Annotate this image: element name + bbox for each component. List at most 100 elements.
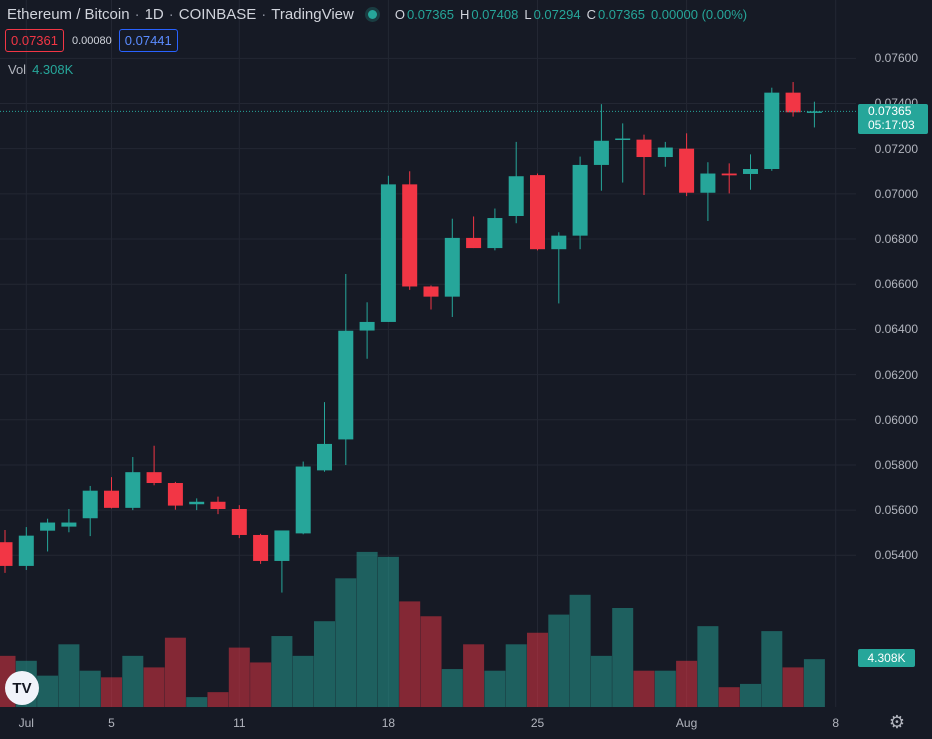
volume-bar: [484, 670, 506, 707]
last-price-label: 0.07365 05:17:03: [858, 104, 928, 135]
volume-bar: [58, 644, 80, 707]
volume-bar: [505, 644, 527, 707]
volume-value: 4.308K: [32, 62, 74, 77]
separator-dot: ·: [168, 5, 174, 23]
candle-body: [317, 443, 332, 471]
gear-icon[interactable]: ⚙: [888, 712, 906, 732]
candle-body: [444, 237, 460, 297]
volume-bar: [740, 683, 761, 707]
interval-label[interactable]: 1D: [144, 5, 164, 23]
candle-body: [380, 184, 396, 322]
ohlc-values: O 0.07365 H 0.07408 L 0.07294 C 0.07365 0.00…: [395, 7, 753, 22]
volume-bar: [143, 667, 165, 707]
candle-body: [679, 148, 695, 193]
volume-bar: [207, 692, 229, 707]
volume-bar: [654, 670, 676, 707]
exchange-label: COINBASE: [178, 5, 257, 23]
spread-value: 0.00080: [72, 34, 112, 47]
price-tick-label: 0.07000: [874, 186, 918, 201]
price-tick-label: 0.06600: [874, 277, 918, 292]
trade-buttons: 0.07361 0.00080 0.07441: [5, 29, 178, 52]
candle-body: [104, 490, 119, 508]
time-tick-label: Jul: [18, 716, 34, 730]
high-value: 0.07408: [471, 6, 519, 22]
candle-body: [167, 483, 183, 506]
change-value: 0.00000 (0.00%): [650, 6, 748, 22]
volume-bar: [37, 675, 59, 707]
candle-body: [189, 501, 205, 505]
pair-name[interactable]: Ethereum / Bitcoin: [7, 5, 130, 23]
sell-button[interactable]: 0.07361: [5, 29, 64, 52]
candle-body: [125, 472, 141, 508]
volume-bar: [761, 631, 783, 707]
volume-bar: [186, 697, 208, 707]
candle-body: [0, 542, 13, 566]
candle-body: [146, 472, 162, 484]
high-label: H: [459, 6, 470, 22]
volume-legend[interactable]: Vol 4.308K: [8, 62, 73, 77]
platform-label: TradingView: [271, 5, 354, 23]
market-status-icon[interactable]: [367, 9, 377, 19]
volume-bar: [569, 594, 591, 707]
candle-body: [18, 535, 34, 566]
candle-body: [764, 92, 780, 170]
volume-bar: [441, 669, 463, 707]
volume-bar: [612, 608, 634, 707]
price-tick-label: 0.06800: [874, 232, 918, 247]
volume-bar: [548, 614, 570, 707]
volume-bar: [356, 551, 378, 707]
volume-bar: [122, 655, 144, 707]
candle-body: [615, 138, 631, 141]
candle-body: [82, 490, 98, 519]
candle-body: [40, 522, 56, 531]
volume-label: Vol: [8, 62, 27, 77]
candle-body: [700, 173, 716, 193]
separator-dot: ·: [261, 5, 267, 23]
candle-body: [274, 530, 290, 561]
volume-bar: [718, 687, 740, 707]
candle-body: [806, 111, 822, 113]
time-tick-label: 8: [832, 716, 840, 730]
volume-badge: 4.308K: [858, 649, 915, 667]
price-tick-label: 0.07200: [874, 141, 918, 156]
tradingview-logo-icon[interactable]: TV: [5, 671, 39, 705]
candle-body: [231, 508, 247, 535]
time-tick-label: 5: [108, 716, 115, 730]
candle-body: [508, 176, 524, 216]
volume-bar: [314, 621, 335, 707]
last-price-value: 0.07365: [868, 104, 912, 119]
close-label: C: [586, 6, 596, 22]
volume-bar: [164, 637, 186, 707]
candle-body: [423, 286, 439, 297]
volume-bar: [676, 660, 698, 707]
low-label: L: [524, 6, 532, 22]
buy-button[interactable]: 0.07441: [118, 29, 178, 52]
volume-bar: [463, 644, 485, 707]
volume-bar: [420, 616, 442, 707]
candle-body: [636, 139, 652, 158]
candle-body: [657, 147, 673, 158]
close-value: 0.07365: [597, 6, 645, 22]
volume-bar: [590, 655, 612, 707]
volume-bar: [633, 670, 655, 707]
candle-body: [61, 522, 77, 527]
candle-body: [721, 173, 737, 176]
price-tick-label: 0.07600: [874, 51, 918, 66]
candle-body: [743, 169, 758, 174]
separator-dot: ·: [134, 5, 140, 23]
price-tick-label: 0.05600: [874, 503, 918, 518]
candle-body: [253, 534, 269, 561]
candle-body: [530, 175, 545, 250]
candle-body: [487, 218, 503, 249]
price-tick-label: 0.06400: [874, 322, 918, 337]
volume-bar: [101, 677, 122, 707]
candle-body: [551, 235, 567, 250]
symbol-header: Ethereum / Bitcoin · 1D · COINBASE · Tra…: [7, 5, 753, 23]
volume-bar: [377, 556, 399, 707]
volume-bar: [527, 632, 548, 707]
time-tick-label: 11: [233, 716, 246, 730]
time-tick-label: 25: [530, 716, 545, 730]
volume-bar: [803, 659, 825, 707]
candle-body: [466, 237, 482, 249]
